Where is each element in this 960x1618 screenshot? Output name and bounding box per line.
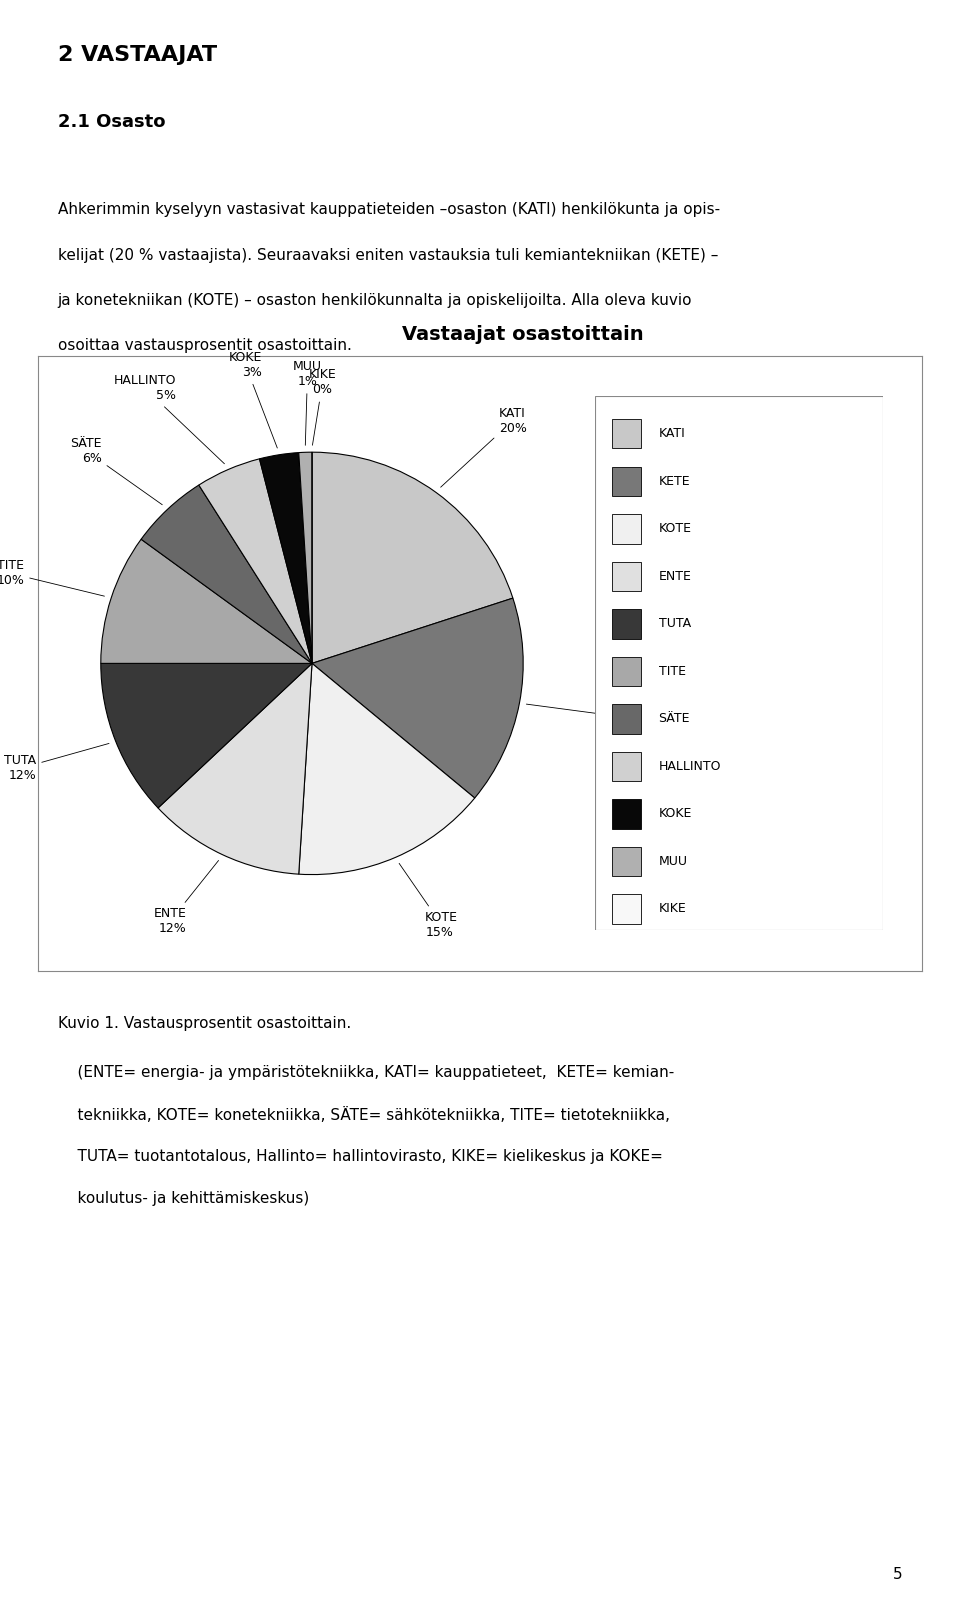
Wedge shape — [299, 451, 312, 663]
Wedge shape — [299, 663, 475, 875]
Text: kelijat (20 % vastaajista). Seuraavaksi eniten vastauksia tuli kemiantekniikan (: kelijat (20 % vastaajista). Seuraavaksi … — [58, 248, 718, 262]
Text: TITE: TITE — [659, 665, 685, 678]
Wedge shape — [101, 663, 312, 807]
Text: KETE
16%: KETE 16% — [526, 704, 647, 731]
Text: KOTE: KOTE — [659, 523, 691, 536]
Text: (ENTE= energia- ja ympäristötekniikka, KATI= kauppatieteet,  KETE= kemian-: (ENTE= energia- ja ympäristötekniikka, K… — [58, 1065, 674, 1079]
Text: 5: 5 — [893, 1568, 902, 1582]
Text: KOTE
15%: KOTE 15% — [399, 864, 458, 938]
FancyBboxPatch shape — [612, 704, 641, 733]
FancyBboxPatch shape — [612, 466, 641, 497]
Text: SÄTE
6%: SÄTE 6% — [70, 437, 162, 505]
Text: KATI: KATI — [659, 427, 685, 440]
Text: KOKE: KOKE — [659, 807, 692, 820]
Text: ENTE
12%: ENTE 12% — [154, 861, 219, 935]
Text: Kuvio 1. Vastausprosentit osastoittain.: Kuvio 1. Vastausprosentit osastoittain. — [58, 1016, 350, 1031]
FancyBboxPatch shape — [595, 396, 883, 930]
Wedge shape — [259, 453, 312, 663]
Text: TITE
10%: TITE 10% — [0, 560, 105, 595]
Text: KIKE: KIKE — [659, 903, 686, 916]
FancyBboxPatch shape — [612, 515, 641, 544]
FancyBboxPatch shape — [612, 895, 641, 924]
Text: KATI
20%: KATI 20% — [441, 406, 527, 487]
Wedge shape — [158, 663, 312, 874]
Text: osoittaa vastausprosentit osastoittain.: osoittaa vastausprosentit osastoittain. — [58, 338, 351, 353]
Text: TUTA: TUTA — [659, 618, 690, 631]
Wedge shape — [312, 451, 513, 663]
Text: 2 VASTAAJAT: 2 VASTAAJAT — [58, 45, 217, 65]
Wedge shape — [101, 539, 312, 663]
FancyBboxPatch shape — [612, 561, 641, 591]
FancyBboxPatch shape — [612, 799, 641, 828]
FancyBboxPatch shape — [612, 846, 641, 877]
Text: HALLINTO: HALLINTO — [659, 760, 721, 773]
FancyBboxPatch shape — [612, 419, 641, 448]
Text: SÄTE: SÄTE — [659, 712, 690, 725]
Text: KIKE
0%: KIKE 0% — [309, 369, 336, 445]
FancyBboxPatch shape — [612, 657, 641, 686]
Wedge shape — [141, 485, 312, 663]
Wedge shape — [312, 599, 523, 798]
Text: tekniikka, KOTE= konetekniikka, SÄTE= sähkötekniikka, TITE= tietotekniikka,: tekniikka, KOTE= konetekniikka, SÄTE= sä… — [58, 1107, 670, 1123]
Text: HALLINTO
5%: HALLINTO 5% — [113, 374, 225, 464]
Text: KOKE
3%: KOKE 3% — [228, 351, 277, 448]
FancyBboxPatch shape — [612, 610, 641, 639]
Text: ja konetekniikan (KOTE) – osaston henkilökunnalta ja opiskelijoilta. Alla oleva : ja konetekniikan (KOTE) – osaston henkil… — [58, 293, 692, 307]
Text: ENTE: ENTE — [659, 570, 691, 582]
Text: TUTA
12%: TUTA 12% — [4, 743, 109, 783]
Title: Vastaajat osastoittain: Vastaajat osastoittain — [402, 325, 644, 345]
Text: 2.1 Osasto: 2.1 Osasto — [58, 113, 165, 131]
Text: MUU: MUU — [659, 854, 687, 867]
FancyBboxPatch shape — [612, 752, 641, 781]
Text: Ahkerimmin kyselyyn vastasivat kauppatieteiden –osaston (KATI) henkilökunta ja o: Ahkerimmin kyselyyn vastasivat kauppatie… — [58, 202, 720, 217]
Text: MUU
1%: MUU 1% — [293, 361, 322, 445]
Wedge shape — [199, 460, 312, 663]
Text: TUTA= tuotantotalous, Hallinto= hallintovirasto, KIKE= kielikeskus ja KOKE=: TUTA= tuotantotalous, Hallinto= hallinto… — [58, 1149, 662, 1163]
Text: koulutus- ja kehittämiskeskus): koulutus- ja kehittämiskeskus) — [58, 1191, 309, 1205]
Text: KETE: KETE — [659, 474, 690, 487]
